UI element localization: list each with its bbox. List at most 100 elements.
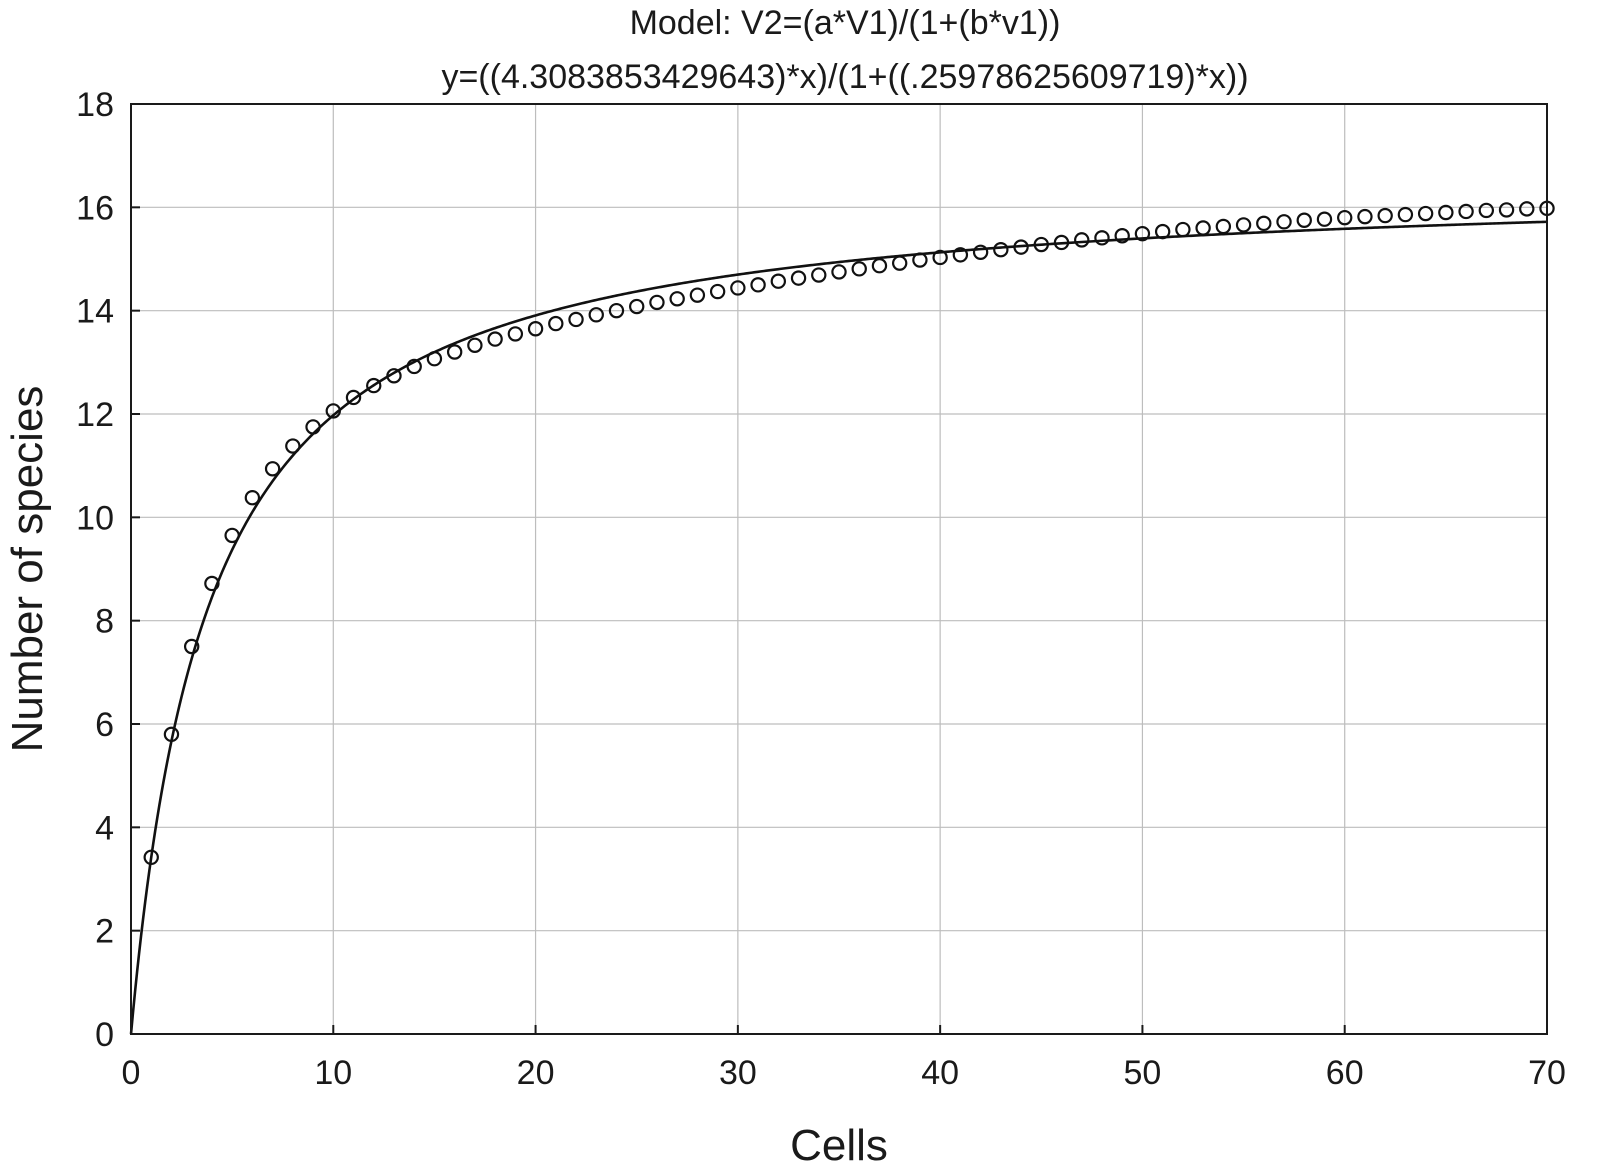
data-point	[366, 377, 382, 394]
data-point	[224, 527, 240, 544]
data-point	[952, 247, 969, 263]
data-point	[1013, 239, 1029, 255]
data-point	[891, 255, 908, 271]
data-point	[1215, 218, 1232, 235]
x-tick-label: 40	[921, 1054, 959, 1092]
data-point	[1377, 207, 1393, 224]
data-point	[386, 368, 402, 384]
data-point	[1134, 225, 1151, 242]
y-tick-label: 18	[76, 86, 114, 124]
data-point	[730, 280, 746, 296]
data-point	[1478, 202, 1495, 219]
data-point	[1276, 214, 1292, 230]
data-point	[629, 298, 645, 315]
data-point	[163, 726, 180, 743]
data-point	[1094, 230, 1110, 246]
data-point	[1074, 232, 1090, 248]
data-point	[851, 261, 867, 277]
x-tick-label: 70	[1528, 1054, 1566, 1092]
fit-curve	[129, 220, 1548, 1035]
data-point	[507, 326, 524, 342]
data-point	[1296, 212, 1312, 228]
data-point	[1195, 220, 1211, 236]
data-point	[608, 302, 625, 319]
x-tick-label: 50	[1124, 1054, 1162, 1092]
data-point	[871, 258, 888, 274]
data-point	[1316, 211, 1333, 227]
data-point	[1438, 204, 1454, 221]
data-point	[568, 311, 584, 328]
data-point	[183, 638, 200, 655]
data-point	[1114, 228, 1130, 244]
data-point	[912, 252, 928, 268]
data-point	[345, 389, 362, 406]
y-tick-label: 14	[76, 293, 114, 331]
y-tick-label: 10	[76, 499, 114, 537]
x-tick-label: 0	[122, 1054, 141, 1092]
data-point	[770, 273, 787, 289]
chart-title: Model: V2=(a*V1)/(1+(b*v1))	[630, 4, 1061, 42]
data-point	[1519, 201, 1535, 217]
data-point	[1417, 205, 1434, 222]
y-tick-label: 0	[95, 1016, 114, 1054]
y-tick-label: 16	[76, 189, 114, 227]
data-point	[1175, 221, 1191, 238]
x-axis-title: Cells	[790, 1121, 888, 1169]
data-point	[811, 267, 827, 283]
data-point	[1357, 208, 1373, 225]
y-tick-label: 8	[95, 603, 114, 641]
data-point	[325, 403, 341, 419]
data-point	[1337, 209, 1353, 226]
y-tick-label: 12	[76, 396, 114, 434]
data-point	[1397, 206, 1414, 223]
data-point	[588, 307, 604, 323]
data-point	[143, 849, 159, 866]
data-point	[204, 575, 220, 592]
data-point	[406, 358, 422, 375]
x-tick-label: 30	[719, 1054, 757, 1092]
y-tick-label: 6	[95, 706, 114, 744]
y-tick-labels: 0 2 4 6 8 10 12 14 16 18	[76, 86, 114, 1054]
data-point	[709, 283, 726, 300]
data-point	[264, 461, 281, 477]
grid	[131, 104, 1547, 1034]
data-point	[446, 344, 463, 360]
data-point	[932, 249, 948, 266]
data-point	[1154, 223, 1171, 240]
data-point	[467, 337, 483, 353]
y-tick-label: 2	[95, 913, 114, 951]
data-point	[972, 244, 989, 260]
data-point	[527, 321, 544, 337]
x-tick-label: 60	[1326, 1054, 1364, 1092]
axis-ticks	[130, 103, 1548, 1035]
data-point	[790, 270, 807, 286]
chart-subtitle: y=((4.3083853429643)*x)/(1+((.2597862560…	[441, 58, 1248, 96]
data-point	[244, 490, 261, 506]
data-point	[1235, 217, 1252, 233]
y-axis-title: Number of species	[3, 386, 52, 753]
data-point	[1498, 202, 1515, 218]
data-point	[1458, 203, 1474, 220]
data-point	[285, 438, 301, 454]
data-point	[548, 315, 564, 332]
data-point	[831, 264, 847, 280]
fit-curve-group	[129, 220, 1548, 1035]
data-point	[669, 291, 685, 307]
y-tick-label: 4	[95, 809, 114, 847]
x-tick-labels: 0 10 20 30 40 50 60 70	[122, 1054, 1566, 1092]
data-point	[487, 331, 503, 347]
data-point	[1053, 234, 1070, 251]
x-tick-label: 20	[517, 1054, 555, 1092]
data-point	[426, 351, 443, 367]
data-point	[305, 419, 321, 435]
data-points	[143, 200, 1555, 866]
data-point	[649, 294, 665, 311]
data-point	[1256, 215, 1272, 232]
data-point	[993, 241, 1009, 258]
data-point	[689, 287, 706, 303]
data-point	[750, 277, 766, 293]
plot-frame	[130, 103, 1548, 1035]
x-tick-label: 10	[314, 1054, 352, 1092]
